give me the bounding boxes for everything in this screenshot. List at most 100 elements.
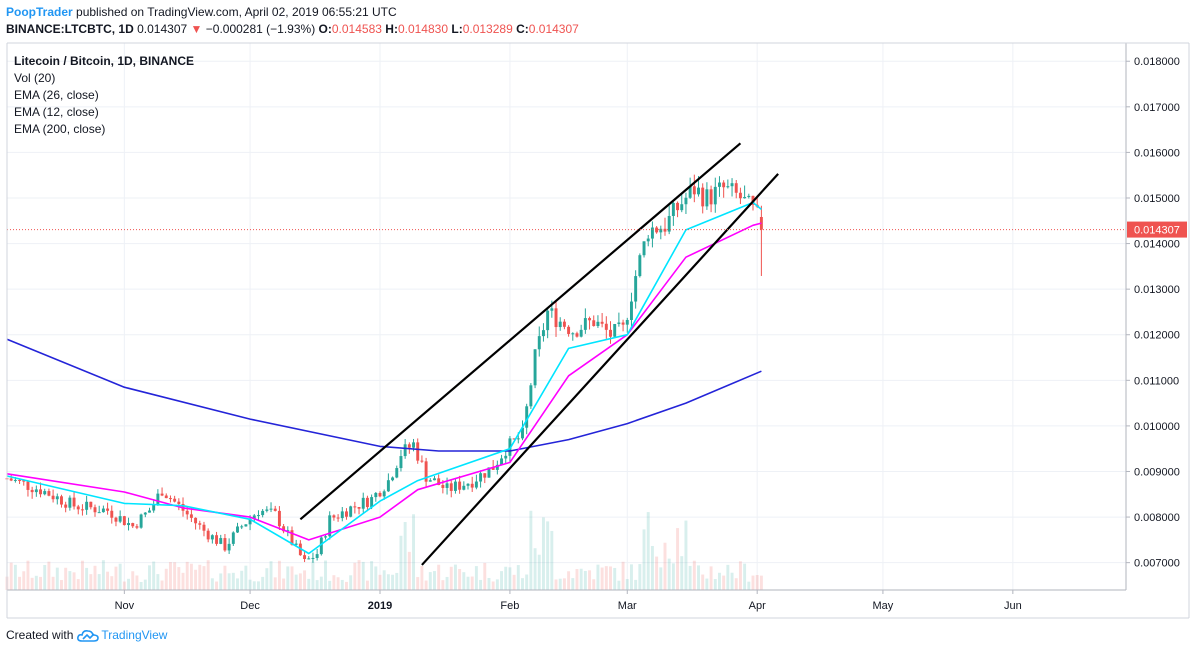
volume-bar: [684, 520, 688, 590]
candle-body: [487, 467, 491, 478]
volume-bar: [642, 529, 646, 590]
x-tick-label: Nov: [115, 600, 135, 612]
volume-bar: [219, 573, 223, 590]
volume-bar: [319, 576, 323, 590]
volume-bar: [688, 565, 692, 590]
volume-bar: [567, 571, 571, 590]
y-tick-label: 0.009000: [1134, 466, 1180, 478]
candle-body: [730, 183, 734, 187]
candle-body: [391, 477, 395, 481]
candle-body: [307, 558, 311, 560]
volume-bar: [22, 571, 26, 590]
candle-body: [68, 497, 72, 508]
volume-bar: [483, 562, 487, 590]
legend-item-ema12[interactable]: EMA (12, close): [14, 105, 99, 119]
volume-bar: [76, 579, 80, 590]
candle-body: [420, 460, 424, 462]
candle-body: [349, 506, 353, 517]
volume-bar: [445, 576, 449, 590]
candle-body: [650, 227, 654, 239]
candle-body: [734, 183, 738, 193]
volume-bar: [629, 564, 633, 590]
candle-body: [483, 473, 487, 478]
tradingview-logo[interactable]: TradingView: [77, 628, 167, 642]
candle-body: [286, 530, 290, 532]
candle-body: [474, 481, 478, 488]
candle-body: [160, 493, 164, 496]
volume-bar: [148, 565, 151, 590]
candle-body: [713, 186, 717, 205]
legend-title[interactable]: Litecoin / Bitcoin, 1D, BINANCE: [14, 54, 195, 68]
volume-bar: [324, 560, 327, 590]
volume-bar: [64, 567, 68, 590]
legend-item-volume[interactable]: Vol (20): [14, 71, 56, 85]
candle-body: [571, 333, 575, 335]
volume-bar: [294, 574, 298, 590]
y-tick-label: 0.016000: [1134, 147, 1180, 159]
legend-item-ema200[interactable]: EMA (200, close): [14, 122, 106, 136]
candle-body: [554, 308, 558, 328]
volume-bar: [395, 572, 399, 590]
volume-bar: [340, 579, 344, 590]
candle-body: [562, 321, 566, 327]
candle-body: [248, 518, 252, 525]
volume-bar: [60, 580, 63, 590]
candle-body: [537, 336, 541, 350]
candle-body: [726, 186, 730, 188]
candle-body: [479, 473, 483, 482]
volume-bar: [588, 570, 592, 590]
candle-body: [114, 517, 118, 522]
candle-body: [449, 483, 453, 491]
cloud-icon: [77, 629, 100, 642]
candle-body: [55, 496, 59, 500]
candle-body: [122, 516, 126, 526]
volume-bar: [671, 563, 675, 590]
candle-body: [261, 510, 265, 516]
volume-bar: [43, 564, 47, 590]
ema12-line: [6, 201, 762, 555]
volume-bar: [759, 575, 763, 590]
x-tick-label: Apr: [749, 600, 766, 612]
candle-body: [30, 489, 34, 493]
volume-bar: [382, 570, 386, 590]
volume-bar: [194, 569, 198, 590]
volume-bar: [474, 566, 478, 590]
candle-body: [139, 514, 143, 528]
candle-body: [148, 510, 151, 513]
candle-body: [604, 323, 608, 330]
volume-bar: [525, 574, 529, 590]
volume-bar: [751, 575, 755, 590]
volume-bar: [378, 574, 382, 590]
volume-bar: [730, 572, 734, 590]
volume-bar: [198, 564, 202, 590]
candle-body: [51, 495, 55, 500]
x-tick-label: 2019: [368, 600, 392, 612]
author-name[interactable]: PoopTrader: [6, 5, 73, 19]
ohlc-header: BINANCE:LTCBTC, 1D 0.014307 ▼ −0.000281 …: [6, 22, 579, 36]
candle-body: [76, 506, 80, 510]
candle-body: [89, 501, 93, 508]
candle-body: [466, 483, 470, 486]
volume-bar: [51, 576, 55, 590]
candle-body: [210, 535, 214, 540]
open-label: O:: [318, 22, 332, 36]
y-tick-label: 0.017000: [1134, 102, 1180, 114]
candle-body: [395, 468, 399, 478]
candle-body: [198, 523, 202, 525]
candle-body: [541, 330, 545, 337]
volume-bar: [592, 579, 596, 590]
volume-bar: [236, 578, 239, 590]
volume-bar: [697, 565, 700, 590]
y-tick-label: 0.013000: [1134, 284, 1180, 296]
publish-header: PoopTrader published on TradingView.com,…: [6, 5, 397, 19]
candle-body: [738, 192, 742, 199]
candle-body: [152, 504, 156, 511]
candle-body: [353, 506, 357, 508]
volume-bar: [139, 581, 143, 590]
created-with-text: Created with: [6, 628, 74, 642]
volume-bar: [466, 576, 470, 590]
candle-body: [676, 202, 680, 211]
volume-bar: [269, 561, 273, 590]
legend-item-ema26[interactable]: EMA (26, close): [14, 88, 99, 102]
